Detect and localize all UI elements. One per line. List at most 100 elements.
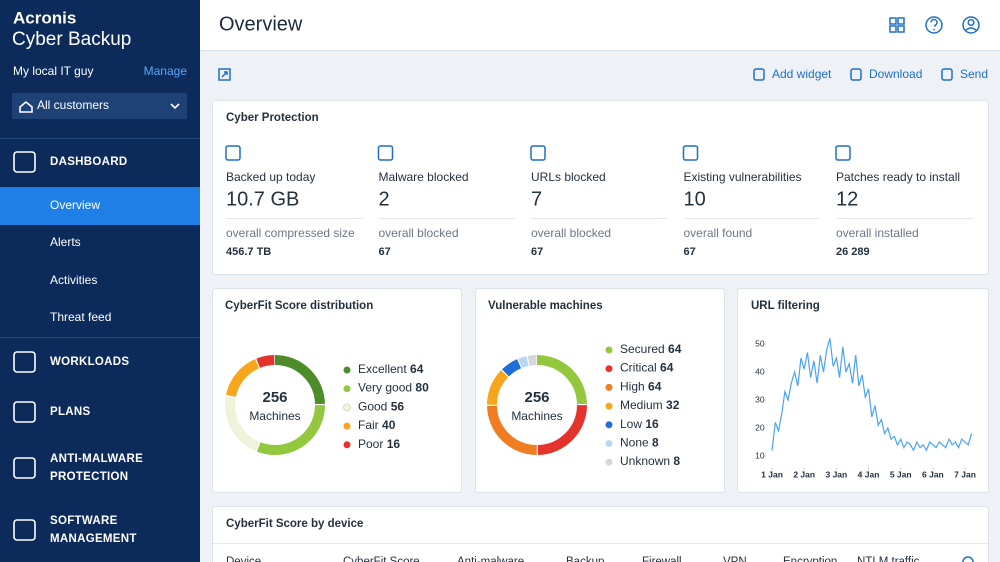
brand: Cyber Backup	[12, 29, 131, 50]
metric-label: Patches ready to install	[836, 170, 960, 184]
legend-dot	[605, 346, 613, 354]
user-icon[interactable]	[962, 16, 980, 34]
legend-value: 16	[387, 437, 401, 451]
toolbar-button[interactable]: Add widget	[772, 67, 832, 81]
legend-value: 64	[668, 342, 682, 356]
legend-name: Very good	[358, 381, 412, 395]
card	[737, 288, 989, 493]
nav-active[interactable]	[0, 187, 200, 225]
legend-name: Fair	[358, 418, 379, 432]
table-header[interactable]: Encryption	[783, 556, 837, 562]
table-header[interactable]: Anti-malware	[457, 556, 524, 562]
metric-sub-label: overall found	[684, 226, 753, 240]
card-title: CyberFit Score by device	[226, 518, 363, 530]
y-tick-label: 30	[755, 394, 765, 404]
x-tick-label: 6 Jan	[922, 469, 944, 479]
nav-item[interactable]: PLANS	[50, 406, 91, 418]
expand-icon[interactable]	[218, 68, 231, 81]
table-header[interactable]: NTLM traffic	[857, 556, 920, 562]
card-title: URL filtering	[751, 300, 820, 312]
nav-icon[interactable]	[13, 519, 36, 541]
metric-value: 10.7 GB	[226, 188, 299, 210]
nav-item[interactable]: DASHBOARD	[50, 156, 127, 168]
nav-icon[interactable]	[13, 457, 36, 479]
nav-item[interactable]: PROTECTION	[50, 471, 128, 483]
table-header[interactable]: VPN	[723, 556, 747, 562]
toolbar-button[interactable]: Send	[960, 67, 988, 81]
toolbar-icon[interactable]	[753, 68, 765, 81]
legend-value: 40	[382, 418, 396, 432]
donut-segment	[487, 355, 587, 455]
apps-icon[interactable]	[889, 17, 905, 33]
toolbar-icon[interactable]	[850, 68, 862, 81]
x-tick-label: 7 Jan	[954, 469, 976, 479]
nav-icon[interactable]	[13, 401, 36, 423]
donut-segment	[225, 355, 325, 455]
legend-name: Medium	[620, 398, 663, 412]
table-header[interactable]: Backup	[566, 556, 604, 562]
metric-value: 7	[531, 188, 542, 210]
settings-icon[interactable]	[962, 556, 974, 562]
y-tick-label: 20	[755, 422, 765, 432]
nav-subitem[interactable]: Overview	[50, 198, 100, 212]
nav-item[interactable]: MANAGEMENT	[50, 533, 137, 545]
nav-icon[interactable]	[13, 351, 36, 373]
legend-value: 8	[652, 436, 659, 450]
nav-item[interactable]: WORKLOADS	[50, 356, 129, 368]
legend-name: Good	[358, 400, 387, 414]
legend-value: 80	[415, 381, 429, 395]
nav-item[interactable]: ANTI-MALWARE	[50, 453, 143, 465]
legend-label: Secured 64	[620, 342, 682, 356]
x-tick-label: 5 Jan	[890, 469, 912, 479]
metric-label: Backed up today	[226, 170, 315, 184]
donut-segment	[225, 355, 325, 455]
legend-label: None 8	[620, 436, 659, 450]
legend-label: Good 56	[358, 400, 404, 414]
metric-label: Malware blocked	[379, 170, 469, 184]
toolbar-button[interactable]: Download	[869, 67, 922, 81]
legend-label: Critical 64	[620, 361, 674, 375]
nav-subitem[interactable]: Activities	[50, 273, 97, 287]
legend-name: Poor	[358, 437, 383, 451]
widget-icon	[225, 145, 241, 161]
y-tick-label: 50	[755, 338, 765, 348]
legend-value: 64	[648, 380, 662, 394]
legend-dot	[343, 385, 351, 393]
manage-link[interactable]: Manage	[144, 64, 188, 78]
card-title: Vulnerable machines	[488, 300, 603, 312]
customer-select: All customers	[37, 98, 109, 112]
legend-value: 32	[666, 398, 680, 412]
donut-total-label: Machines	[249, 409, 300, 423]
legend-value: 8	[673, 454, 680, 468]
legend-label: Fair 40	[358, 418, 396, 432]
legend-value: 16	[645, 417, 659, 431]
nav-icon[interactable]	[13, 151, 36, 173]
sidebar-customer-box[interactable]	[12, 93, 187, 119]
table-header[interactable]: Device	[226, 556, 261, 562]
table-header[interactable]: Firewall	[642, 556, 682, 562]
metric-value: 10	[684, 188, 706, 210]
card	[212, 288, 462, 493]
x-tick-label: 2 Jan	[793, 469, 815, 479]
metric-value: 2	[379, 188, 390, 210]
metric-label: Existing vulnerabilities	[684, 170, 802, 184]
metric-sub-value: 67	[379, 246, 391, 258]
donut-total: 256	[262, 389, 287, 406]
card-title: CyberFit Score distribution	[225, 300, 373, 312]
metric-value: 12	[836, 188, 858, 210]
table-header[interactable]: CyberFit Score	[343, 556, 420, 562]
legend-name: High	[620, 380, 645, 394]
nav-subitem[interactable]: Alerts	[50, 235, 81, 249]
legend-label: Medium 32	[620, 398, 680, 412]
metric-sub-value: 456.7 TB	[226, 246, 271, 258]
nav-subitem[interactable]: Threat feed	[50, 310, 111, 324]
legend-dot	[605, 421, 613, 429]
help-icon[interactable]	[925, 16, 943, 34]
metric-sub-label: overall blocked	[379, 226, 459, 240]
toolbar-icon[interactable]	[941, 68, 953, 81]
legend-dot	[605, 458, 613, 466]
nav-item[interactable]: SOFTWARE	[50, 515, 118, 527]
card	[475, 288, 725, 493]
header	[200, 0, 1000, 50]
